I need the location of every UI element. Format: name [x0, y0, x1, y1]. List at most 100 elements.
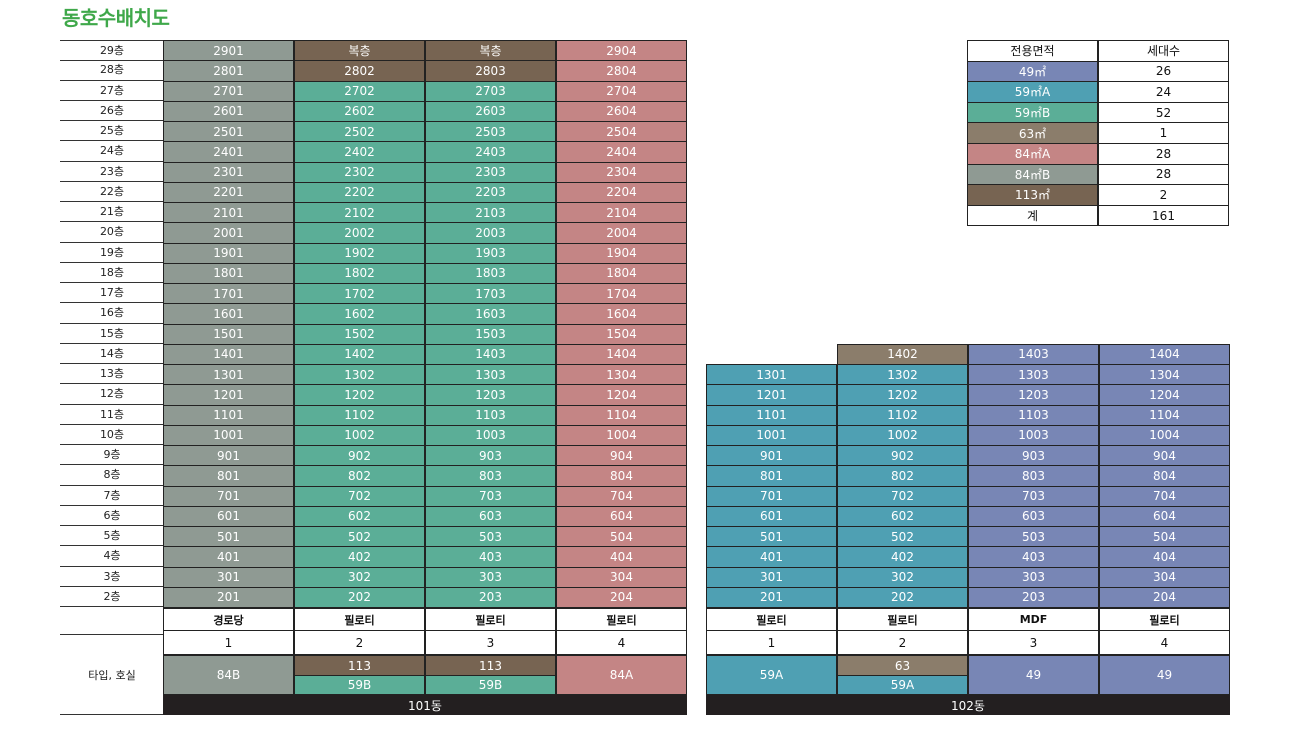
unit-cell: 803 [968, 465, 1099, 487]
floor-label: 19층 [60, 243, 164, 263]
legend-count: 26 [1098, 60, 1229, 83]
floor-label: 5층 [60, 526, 164, 547]
unit-cell: 802 [837, 465, 968, 487]
unit-cell: 501 [706, 526, 837, 548]
page-title: 동호수배치도 [62, 6, 170, 30]
floor-label: 21층 [60, 202, 164, 223]
unit-cell: 602 [837, 505, 968, 527]
building-name-102: 102동 [706, 695, 1230, 715]
unit-cell: 501 [163, 526, 294, 548]
unit-cell: 1402 [294, 343, 425, 365]
unit-cell: 복층 [294, 40, 425, 62]
unit-cell: 2904 [556, 40, 687, 62]
unit-cell: 203 [968, 586, 1099, 608]
floor-label: 7층 [60, 486, 164, 506]
unit-cell: 703 [425, 485, 556, 507]
unit-cell: 1504 [556, 323, 687, 345]
unit-cell: 1303 [968, 364, 1099, 386]
legend-count: 2 [1098, 184, 1229, 206]
floor-label: 9층 [60, 445, 164, 466]
unit-cell: 404 [556, 546, 687, 568]
unit-cell: 704 [556, 485, 687, 507]
unit-cell: 502 [837, 526, 968, 548]
type-cell: 59A [837, 675, 968, 695]
unit-cell: 802 [294, 465, 425, 487]
unit-cell: 1604 [556, 303, 687, 325]
unit-cell: 401 [163, 546, 294, 568]
floor-label: 2층 [60, 587, 164, 607]
unit-cell: 2003 [425, 222, 556, 244]
type-cell: 59B [425, 675, 556, 695]
unit-cell: 1002 [294, 424, 425, 446]
unit-cell: 2703 [425, 80, 556, 102]
unit-cell: 504 [1099, 526, 1230, 548]
ground-floor-use: MDF [968, 608, 1099, 631]
unit-cell: 1103 [968, 404, 1099, 426]
unit-cell: 2504 [556, 121, 687, 143]
unit-cell: 204 [1099, 586, 1230, 608]
unit-cell: 301 [163, 566, 294, 588]
legend-type: 49㎡ [967, 60, 1098, 83]
ground-floor-use: 경로당 [163, 608, 294, 631]
floor-label: 15층 [60, 324, 164, 344]
unit-cell: 803 [425, 465, 556, 487]
unit-cell: 2204 [556, 181, 687, 203]
unit-cell: 1603 [425, 303, 556, 325]
unit-cell: 503 [425, 526, 556, 548]
type-cell: 59A [706, 655, 837, 695]
unit-cell: 1601 [163, 303, 294, 325]
unit-cell: 201 [163, 586, 294, 608]
unit-cell: 1801 [163, 262, 294, 284]
unit-cell: 1503 [425, 323, 556, 345]
unit-cell: 2704 [556, 80, 687, 102]
type-cell: 59B [294, 675, 425, 695]
unit-cell: 1001 [706, 424, 837, 446]
floor-label: 28층 [60, 60, 164, 81]
unit-cell: 904 [1099, 445, 1230, 467]
unit-cell: 2403 [425, 141, 556, 163]
unit-cell: 1004 [1099, 424, 1230, 446]
unit-cell: 1903 [425, 242, 556, 264]
unit-cell: 1803 [425, 262, 556, 284]
legend-total-count: 161 [1098, 204, 1229, 227]
unit-cell: 303 [425, 566, 556, 588]
floor-label: 8층 [60, 465, 164, 486]
unit-cell: 2702 [294, 80, 425, 102]
unit-cell: 2401 [163, 141, 294, 163]
unit-cell: 404 [1099, 546, 1230, 568]
type-cell: 113 [294, 655, 425, 676]
unit-cell: 504 [556, 526, 687, 548]
unit-cell: 903 [968, 445, 1099, 467]
unit-cell: 2601 [163, 100, 294, 122]
legend-type: 63㎡ [967, 122, 1098, 144]
unit-cell: 2602 [294, 100, 425, 122]
unit-cell: 1401 [163, 343, 294, 365]
type-unit-row-label: 타입, 호실 [88, 669, 136, 682]
unit-cell: 502 [294, 526, 425, 548]
floor-label: 17층 [60, 283, 164, 304]
floor-label: 12층 [60, 384, 164, 405]
unit-cell: 1804 [556, 262, 687, 284]
unit-cell: 1701 [163, 283, 294, 305]
unit-cell: 2201 [163, 181, 294, 203]
type-cell: 84B [163, 655, 294, 695]
floor-label: 11층 [60, 405, 164, 425]
type-cell: 49 [1099, 655, 1230, 695]
legend-type: 113㎡ [967, 184, 1098, 206]
unit-cell: 2404 [556, 141, 687, 163]
unit-cell: 701 [163, 485, 294, 507]
legend-count: 28 [1098, 143, 1229, 165]
unit-cell: 402 [294, 546, 425, 568]
unit-cell: 1101 [706, 404, 837, 426]
unit-cell: 2604 [556, 100, 687, 122]
floor-label: 10층 [60, 425, 164, 445]
unit-cell: 1101 [163, 404, 294, 426]
floor-label: 29층 [60, 40, 164, 62]
unit-cell: 804 [556, 465, 687, 487]
unit-cell: 604 [1099, 505, 1230, 527]
floor-label: 3층 [60, 567, 164, 587]
unit-cell: 1502 [294, 323, 425, 345]
unit-cell: 1203 [968, 384, 1099, 406]
unit-cell: 603 [968, 505, 1099, 527]
unit-cell: 1902 [294, 242, 425, 264]
